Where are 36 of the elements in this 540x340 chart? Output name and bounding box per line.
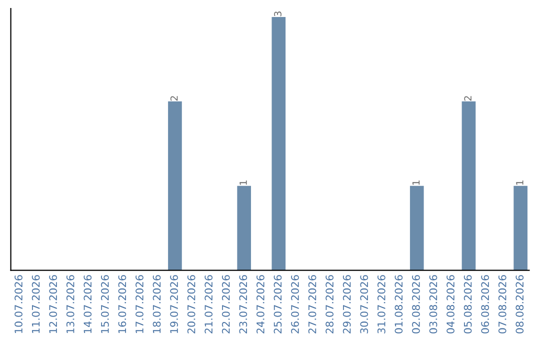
x-tick-label: 07.08.2026 bbox=[498, 275, 506, 334]
data-label: 3 bbox=[274, 12, 282, 16]
data-label: 2 bbox=[464, 96, 472, 101]
data-label: 1 bbox=[516, 180, 524, 185]
x-tick-label: 22.07.2026 bbox=[222, 275, 230, 334]
x-tick-label: 05.08.2026 bbox=[464, 275, 472, 334]
data-label: 2 bbox=[170, 96, 178, 101]
x-tick-label: 11.07.2026 bbox=[32, 275, 40, 333]
x-tick-label: 18.07.2026 bbox=[152, 275, 161, 333]
x-tick-label: 01.08.2026 bbox=[394, 275, 403, 334]
x-tick-label: 21.07.2026 bbox=[204, 275, 213, 334]
x-tick-label: 24.07.2026 bbox=[256, 275, 264, 334]
x-tick-label: 02.08.2026 bbox=[412, 275, 420, 334]
x-tick-label: 16.07.2026 bbox=[118, 275, 126, 333]
x-tick-label: 08.08.2026 bbox=[516, 275, 524, 334]
data-label: 1 bbox=[240, 180, 247, 185]
x-tick-label: 28.07.2026 bbox=[326, 275, 334, 334]
x-tick-label: 27.07.2026 bbox=[308, 275, 316, 334]
x-tick-label: 19.07.2026 bbox=[170, 275, 178, 333]
x-tick-label: 30.07.2026 bbox=[360, 275, 368, 334]
x-tick-label: 25.07.2026 bbox=[274, 275, 282, 334]
x-tick-label: 06.08.2026 bbox=[481, 275, 490, 334]
x-tick-label: 23.07.2026 bbox=[239, 275, 248, 334]
x-tick-label: 26.07.2026 bbox=[291, 275, 299, 334]
x-tick-label: 14.07.2026 bbox=[84, 275, 92, 333]
data-label: 1 bbox=[412, 180, 420, 185]
x-tick-label: 17.07.2026 bbox=[136, 275, 144, 333]
x-tick-label: 13.07.2026 bbox=[66, 275, 74, 333]
x-tick-label: 12.07.2026 bbox=[49, 275, 58, 333]
x-tick-label: 10.07.2026 bbox=[14, 275, 22, 333]
x-tick-label: 20.07.2026 bbox=[187, 275, 196, 334]
x-tick-label: 03.08.2026 bbox=[429, 275, 438, 334]
x-tick-label: 15.07.2026 bbox=[100, 275, 109, 333]
x-tick-label: 04.08.2026 bbox=[446, 275, 454, 334]
x-tick-label: 31.07.2026 bbox=[377, 275, 386, 334]
x-tick-label: 29.07.2026 bbox=[342, 275, 351, 334]
